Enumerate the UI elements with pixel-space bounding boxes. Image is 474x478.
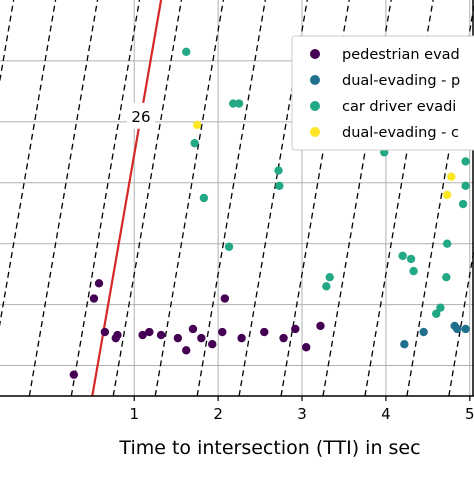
x-tick-label: 1	[129, 405, 139, 423]
data-point	[279, 333, 288, 343]
data-point	[199, 193, 209, 203]
data-point	[100, 327, 110, 337]
data-point	[400, 340, 409, 349]
data-point	[302, 343, 311, 352]
data-point	[419, 327, 428, 337]
data-point	[291, 324, 300, 334]
iso-line	[70, 0, 141, 396]
scatter-points	[69, 47, 470, 379]
data-point	[145, 327, 154, 337]
data-point	[409, 266, 418, 276]
data-point	[458, 199, 468, 209]
data-point	[322, 282, 331, 291]
data-point	[275, 181, 284, 191]
x-tick-label: 5	[465, 405, 474, 423]
iso-line	[0, 0, 15, 84]
data-point	[260, 327, 269, 337]
data-point	[447, 172, 456, 181]
legend-label: pedestrian evad	[342, 47, 460, 63]
x-tick-label: 2	[213, 405, 223, 423]
legend-label: dual-evading - c	[342, 125, 459, 141]
data-point	[173, 333, 183, 343]
data-point	[94, 279, 104, 288]
data-point	[442, 239, 452, 248]
data-point	[188, 324, 198, 334]
data-point	[398, 251, 407, 261]
data-point	[69, 370, 79, 379]
data-point	[113, 330, 122, 340]
data-point	[274, 166, 283, 175]
data-point	[89, 294, 99, 303]
data-point	[316, 321, 325, 331]
axes: 1 2 3 4 5	[0, 0, 474, 423]
data-point	[325, 273, 334, 282]
data-point	[461, 324, 470, 334]
iso-line	[154, 0, 225, 396]
legend-marker	[310, 75, 320, 85]
data-point	[442, 190, 452, 200]
data-point	[224, 242, 234, 251]
highlight-line-label: 26	[131, 108, 150, 126]
red-reference-line: 26	[91, 0, 163, 396]
data-point	[182, 346, 191, 355]
legend-label: dual-evading - p	[342, 73, 460, 89]
data-point	[220, 294, 230, 303]
x-axis-label: Time to intersection (TTI) in sec	[118, 437, 420, 459]
legend-label: car driver evadi	[342, 99, 456, 115]
data-point	[182, 47, 191, 56]
data-point	[192, 120, 202, 130]
legend-marker	[310, 49, 320, 59]
data-point	[453, 324, 462, 334]
legend-marker	[310, 101, 320, 111]
iso-line	[28, 0, 99, 396]
highlight-label-bg	[126, 102, 155, 129]
data-point	[208, 340, 217, 349]
data-point	[442, 273, 451, 282]
data-point	[218, 327, 227, 337]
data-point	[197, 333, 206, 343]
iso-line	[0, 0, 57, 327]
data-point	[190, 138, 199, 148]
data-point	[436, 303, 445, 312]
data-point	[461, 181, 470, 191]
data-point	[237, 333, 246, 343]
legend-marker	[310, 127, 320, 137]
data-point	[461, 157, 470, 166]
data-point	[234, 99, 244, 108]
data-point	[406, 254, 416, 264]
legend-box	[291, 35, 474, 151]
legend: pedestrian evad dual-evading - p car drive…	[291, 35, 474, 151]
data-point	[156, 330, 166, 340]
x-tick-label: 3	[297, 405, 307, 423]
data-point	[229, 99, 238, 108]
highlight-line	[91, 0, 163, 396]
data-point	[432, 309, 441, 318]
iso-line	[112, 0, 183, 396]
x-tick-label: 4	[381, 405, 391, 423]
iso-line	[196, 0, 266, 396]
data-point	[138, 330, 147, 340]
